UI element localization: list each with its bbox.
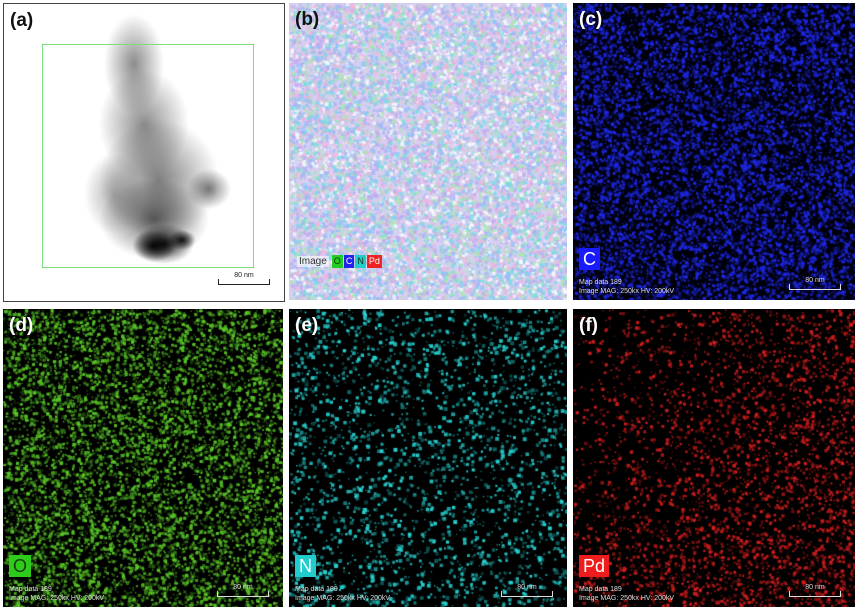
legend-image-label: Image	[297, 256, 329, 267]
panel-label-b: (b)	[295, 9, 320, 30]
legend-chip-pd: Pd	[366, 255, 382, 268]
scale-bar-line	[217, 591, 269, 597]
oxygen-map-canvas	[3, 309, 283, 607]
element-tag-o: O	[9, 555, 32, 577]
element-tag-c: C	[579, 248, 600, 270]
scale-bar-line	[789, 591, 841, 597]
overlay-map-canvas	[289, 3, 567, 300]
scale-bar-c: 80 nm	[789, 277, 841, 290]
scale-bar-line	[501, 591, 553, 597]
map-info-d: Map data 189 Image MAG: 250kx HV: 200kV	[9, 585, 104, 603]
element-tag-n: N	[295, 555, 316, 577]
panel-label-a: (a)	[10, 10, 34, 31]
legend-chip-n: N	[355, 255, 366, 268]
carbon-map-canvas	[573, 3, 855, 300]
scale-bar-line	[218, 279, 270, 285]
panel-e-nitrogen-map: (e) N Map data 189 Image MAG: 250kx HV: …	[289, 309, 567, 607]
panel-c-carbon-map: (c) C Map data 189 Image MAG: 250kx HV: …	[573, 3, 855, 300]
map-data-text: Map data 189	[579, 279, 622, 286]
scale-bar-label: 80 nm	[517, 584, 537, 591]
element-tag-pd: Pd	[579, 555, 610, 577]
scale-bar-f: 80 nm	[789, 584, 841, 597]
panel-label-d: (d)	[9, 315, 34, 336]
scale-bar-label: 80 nm	[805, 584, 825, 591]
scale-bar-label: 80 nm	[233, 584, 253, 591]
overlay-legend: Image O C N Pd	[297, 255, 382, 268]
tem-image-canvas	[4, 4, 284, 301]
map-info-f: Map data 189 Image MAG: 250kx HV: 200kV	[579, 585, 674, 603]
legend-chip-o: O	[331, 255, 343, 268]
legend-chip-c: C	[343, 255, 355, 268]
image-params-text: Image MAG: 250kx HV: 200kV	[295, 595, 391, 602]
panel-label-c: (c)	[579, 9, 603, 30]
scale-bar-label: 80 nm	[234, 272, 254, 279]
panel-a-tem-image: (a) 80 nm	[3, 3, 285, 302]
image-params-text: Image MAG: 250kx HV: 200kV	[9, 595, 105, 602]
map-data-text: Map data 189	[295, 586, 338, 593]
nitrogen-map-canvas	[289, 309, 567, 607]
image-params-text: Image MAG: 250kx HV: 200kV	[579, 288, 675, 295]
palladium-map-canvas	[573, 309, 855, 607]
panel-f-palladium-map: (f) Pd Map data 189 Image MAG: 250kx HV:…	[573, 309, 855, 607]
scale-bar-label: 80 nm	[805, 277, 825, 284]
panel-d-oxygen-map: (d) O Map data 189 Image MAG: 250kx HV: …	[3, 309, 283, 607]
scale-bar-line	[789, 284, 841, 290]
selection-rectangle	[42, 44, 254, 268]
scale-bar-e: 80 nm	[501, 584, 553, 597]
scale-bar-d: 80 nm	[217, 584, 269, 597]
map-info-e: Map data 189 Image MAG: 250kx HV: 200kV	[295, 585, 390, 603]
map-data-text: Map data 189	[9, 586, 52, 593]
panel-b-overlay-map: (b) Image O C N Pd	[289, 3, 567, 300]
panel-label-f: (f)	[579, 315, 598, 336]
panel-label-e: (e)	[295, 315, 319, 336]
scale-bar-a: 80 nm	[218, 272, 270, 285]
map-info-c: Map data 189 Image MAG: 250kx HV: 200kV	[579, 278, 674, 296]
image-params-text: Image MAG: 250kx HV: 200kV	[579, 595, 675, 602]
map-data-text: Map data 189	[579, 586, 622, 593]
